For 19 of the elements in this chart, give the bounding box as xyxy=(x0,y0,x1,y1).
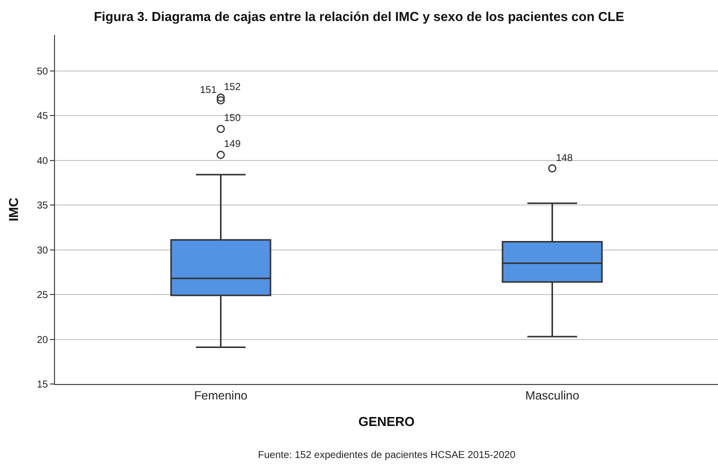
source-note: Fuente: 152 expedientes de pacientes HCSAE 2015-2020 xyxy=(258,450,516,461)
annotation: 150 xyxy=(224,113,242,124)
x-tick-label: Masculino xyxy=(525,388,580,402)
y-tick-label: 40 xyxy=(36,156,48,167)
annotation: 148 xyxy=(556,153,574,164)
y-tick-label: 20 xyxy=(36,334,48,346)
y-tick-label: 45 xyxy=(36,111,48,122)
y-tick-label: 35 xyxy=(36,200,48,212)
y-tick-label: 15 xyxy=(36,380,48,390)
x-axis-title: GENERO xyxy=(358,414,415,429)
y-tick-label: 25 xyxy=(36,290,48,302)
chart-title: Figura 3. Diagrama de cajas entre la relación del IMC y sexo de los pacientes con CLE xyxy=(94,8,624,24)
y-tick-label: 50 xyxy=(36,66,48,78)
annotation: 152 xyxy=(224,82,242,93)
annotation: 151 xyxy=(200,85,218,96)
annotation: 149 xyxy=(224,139,242,150)
y-tick-label: 30 xyxy=(36,245,48,256)
y-axis-title: IMC xyxy=(6,196,21,222)
x-tick-label: Femenino xyxy=(194,388,248,402)
